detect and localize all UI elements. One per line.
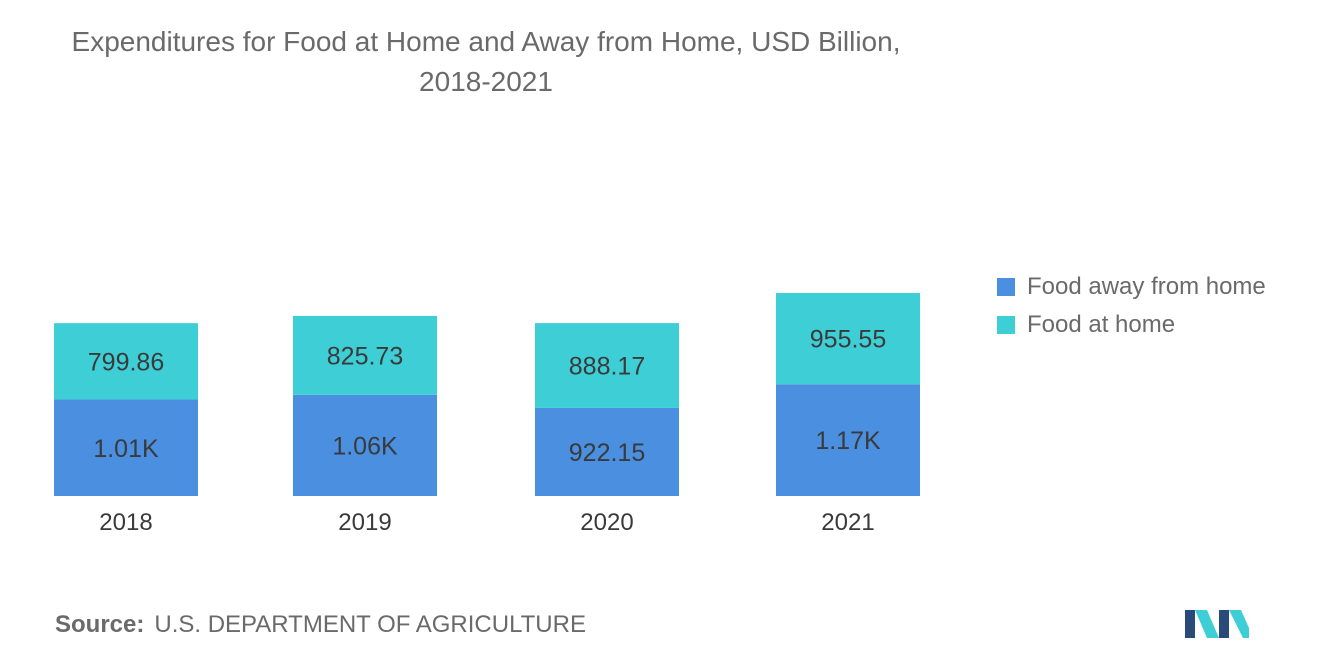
data-label-away-2021: 1.17K [815, 427, 881, 455]
legend-item-home: Food at home [997, 306, 1266, 344]
bar-home-2019 [293, 315, 437, 395]
data-label-home-2018: 799.86 [88, 348, 164, 376]
bar-away-2019 [293, 394, 437, 496]
data-label-away-2020: 922.15 [569, 439, 645, 467]
legend-item-away: Food away from home [997, 268, 1266, 306]
bar-away-2018 [54, 399, 198, 496]
source-note: Source: U.S. DEPARTMENT OF AGRICULTURE [55, 611, 586, 639]
chart-title: Expenditures for Food at Home and Away f… [0, 22, 972, 102]
legend-label-home: Food at home [1027, 311, 1176, 338]
bar-home-2020 [535, 323, 679, 408]
x-tick-label-2019: 2019 [338, 509, 391, 536]
legend-swatch-home [997, 316, 1015, 334]
bar-away-2020 [535, 407, 679, 496]
legend-label-away: Food away from home [1027, 273, 1266, 300]
legend: Food away from home Food at home [997, 268, 1266, 344]
brand-logo-icon [1185, 610, 1249, 638]
x-tick-label-2021: 2021 [821, 509, 874, 536]
chart-title-line2: 2018-2021 [419, 66, 553, 97]
data-label-home-2020: 888.17 [569, 353, 645, 381]
data-label-home-2019: 825.73 [327, 342, 403, 370]
data-label-away-2019: 1.06K [332, 432, 398, 460]
data-label-away-2018: 1.01K [93, 435, 159, 463]
source-label: Source: [55, 611, 145, 638]
data-label-home-2021: 955.55 [810, 326, 886, 354]
legend-swatch-away [997, 278, 1015, 296]
bar-away-2021 [776, 384, 920, 496]
bar-home-2021 [776, 293, 920, 385]
bar-home-2018 [54, 323, 198, 400]
chart-title-line1: Expenditures for Food at Home and Away f… [71, 26, 901, 57]
x-tick-label-2018: 2018 [99, 509, 152, 536]
x-tick-label-2020: 2020 [580, 509, 633, 536]
source-text: U.S. DEPARTMENT OF AGRICULTURE [154, 611, 586, 638]
